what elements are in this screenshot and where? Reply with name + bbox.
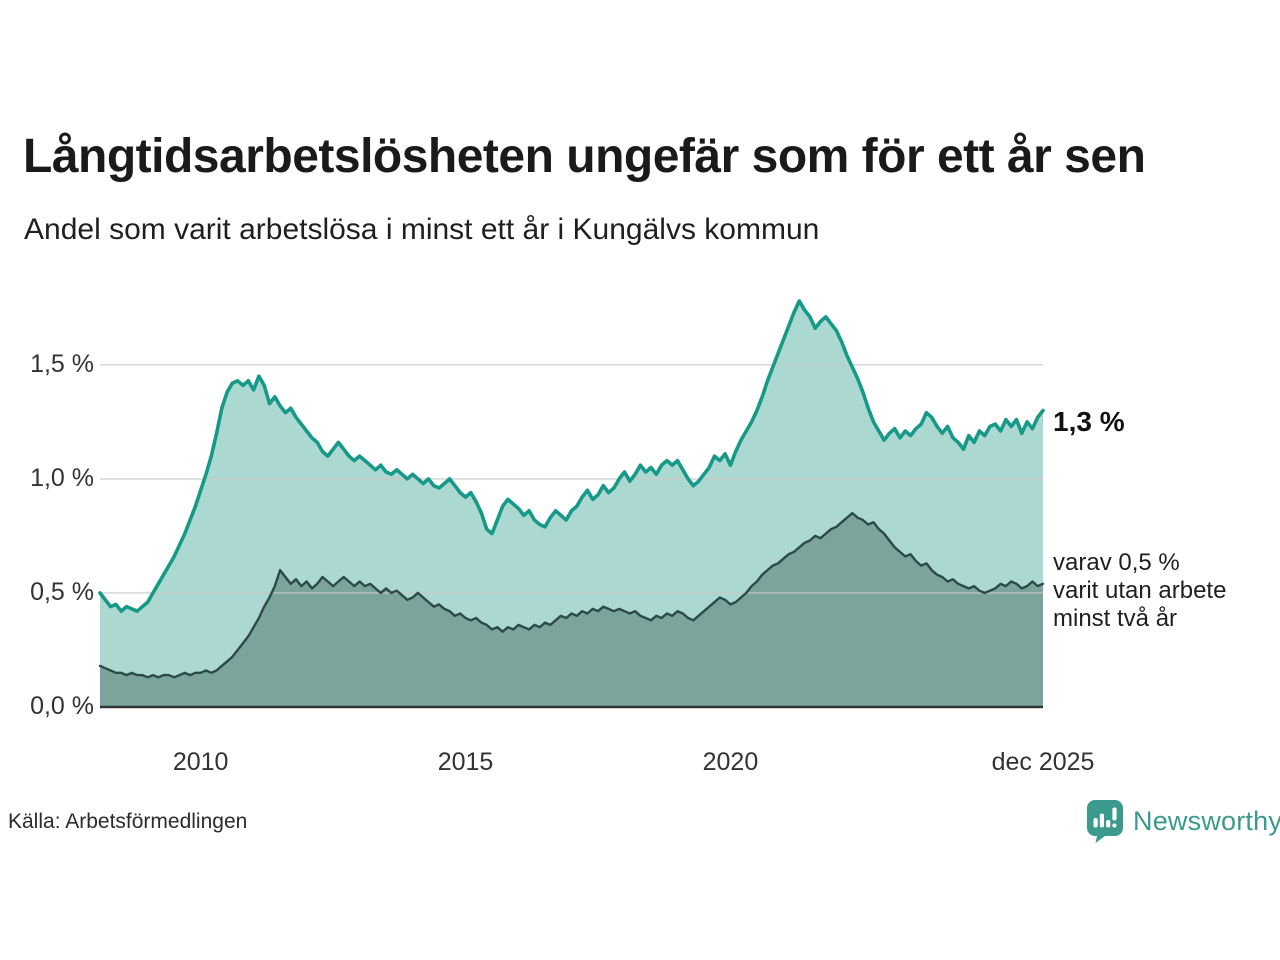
secondary-annotation-line-2: varit utan arbete bbox=[1053, 577, 1227, 604]
y-tick-label: 1,5 % bbox=[30, 349, 94, 378]
y-tick-label: 0,5 % bbox=[30, 577, 94, 606]
series-area-1 bbox=[100, 513, 1043, 707]
chart-title: Långtidsarbetslösheten ungefär som för e… bbox=[23, 130, 1146, 183]
secondary-annotation-line-3: minst två år bbox=[1053, 605, 1178, 632]
x-tick-label: 2010 bbox=[172, 748, 229, 776]
series-lines-group bbox=[98, 299, 1045, 679]
series-line-Andel arbetslösa minst ett år bbox=[98, 299, 1045, 614]
y-tick-label: 0,0 % bbox=[30, 692, 94, 720]
secondary-series-annotation: varav 0,5 % varit utan arbete minst två … bbox=[1053, 549, 1226, 633]
x-tick-label: 2015 bbox=[437, 748, 494, 776]
gridlines-group bbox=[100, 364, 1043, 594]
areas-group bbox=[100, 301, 1043, 707]
y-tick-label: 1,0 % bbox=[30, 463, 94, 492]
chart-subtitle: Andel som varit arbetslösa i minst ett å… bbox=[24, 213, 820, 246]
newsworthy-brand-name: Newsworthy bbox=[1133, 805, 1280, 836]
source-attribution: Källa: Arbetsförmedlingen bbox=[8, 810, 248, 833]
x-tick-label: dec 2025 bbox=[991, 748, 1095, 776]
x-tick-label: 2020 bbox=[702, 748, 759, 776]
newsworthy-logo-icon bbox=[1087, 800, 1123, 843]
secondary-annotation-line-1: varav 0,5 % bbox=[1053, 549, 1180, 576]
latest-value-annotation: 1,3 % bbox=[1053, 406, 1125, 437]
newsworthy-brand: Newsworthy bbox=[1086, 799, 1280, 843]
series-line-Varav utan arbete minst två år bbox=[98, 511, 1045, 679]
